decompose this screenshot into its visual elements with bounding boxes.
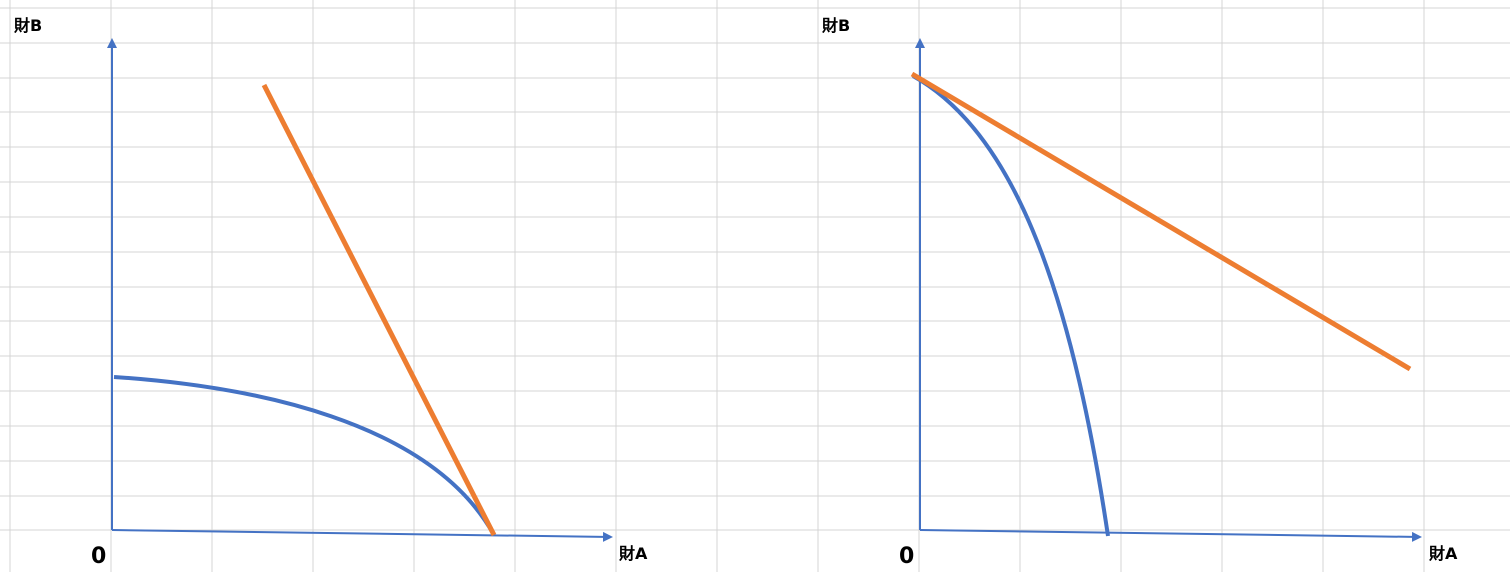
production-possibility-curve-left [113,375,496,536]
price-line-right [910,71,1412,372]
y-axis-label-right: 財B [822,16,850,35]
price-line-left [261,83,497,537]
origin-label-right: 0 [899,544,914,569]
y-axis-label-left: 財B [14,16,42,35]
x-axis-left [111,529,613,542]
panel-right: 財B 財A 0 [822,16,1458,569]
origin-label-left: 0 [91,544,106,569]
x-axis-label-left: 財A [619,544,648,563]
production-possibility-curve-right [912,74,1110,537]
panel-left: 財B 財A 0 [14,16,648,569]
x-axis-right [919,529,1422,542]
x-axis-label-right: 財A [1429,544,1458,563]
